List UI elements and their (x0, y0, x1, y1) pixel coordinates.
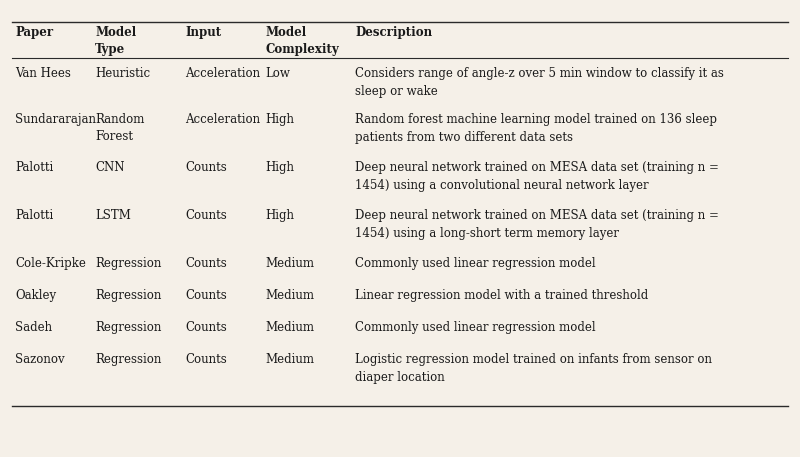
Text: Heuristic: Heuristic (95, 67, 150, 80)
Text: Commonly used linear regression model: Commonly used linear regression model (355, 321, 596, 334)
Text: Regression: Regression (95, 257, 162, 270)
Text: Counts: Counts (185, 209, 226, 222)
Text: Low: Low (265, 67, 290, 80)
Text: Van Hees: Van Hees (15, 67, 71, 80)
Text: Medium: Medium (265, 257, 314, 270)
Text: Palotti: Palotti (15, 161, 54, 174)
Text: Commonly used linear regression model: Commonly used linear regression model (355, 257, 596, 270)
Text: Counts: Counts (185, 321, 226, 334)
Text: High: High (265, 113, 294, 126)
Text: Palotti: Palotti (15, 209, 54, 222)
Text: High: High (265, 209, 294, 222)
Text: Medium: Medium (265, 289, 314, 302)
Text: Model
Complexity: Model Complexity (265, 26, 338, 55)
Text: Input: Input (185, 26, 221, 39)
Text: Random forest machine learning model trained on 136 sleep
patients from two diff: Random forest machine learning model tra… (355, 113, 717, 143)
Text: Deep neural network trained on MESA data set (training n =
1454) using a convolu: Deep neural network trained on MESA data… (355, 161, 719, 191)
Text: Cole-Kripke: Cole-Kripke (15, 257, 86, 270)
Text: CNN: CNN (95, 161, 125, 174)
Text: Regression: Regression (95, 289, 162, 302)
Text: High: High (265, 161, 294, 174)
Text: LSTM: LSTM (95, 209, 131, 222)
Text: Sundararajan: Sundararajan (15, 113, 96, 126)
Text: Model
Type: Model Type (95, 26, 136, 55)
Text: Considers range of angle-z over 5 min window to classify it as
sleep or wake: Considers range of angle-z over 5 min wi… (355, 67, 724, 97)
Text: Counts: Counts (185, 161, 226, 174)
Text: Regression: Regression (95, 321, 162, 334)
Text: Sazonov: Sazonov (15, 353, 65, 366)
Text: Counts: Counts (185, 289, 226, 302)
Text: Medium: Medium (265, 353, 314, 366)
Text: Acceleration: Acceleration (185, 113, 260, 126)
Text: Counts: Counts (185, 257, 226, 270)
Text: Deep neural network trained on MESA data set (training n =
1454) using a long-sh: Deep neural network trained on MESA data… (355, 209, 719, 239)
Text: Acceleration: Acceleration (185, 67, 260, 80)
Text: Counts: Counts (185, 353, 226, 366)
Text: Linear regression model with a trained threshold: Linear regression model with a trained t… (355, 289, 648, 302)
Text: Description: Description (355, 26, 432, 39)
Text: Sadeh: Sadeh (15, 321, 52, 334)
Text: Oakley: Oakley (15, 289, 56, 302)
Text: Regression: Regression (95, 353, 162, 366)
Text: Logistic regression model trained on infants from sensor on
diaper location: Logistic regression model trained on inf… (355, 353, 712, 383)
Text: Medium: Medium (265, 321, 314, 334)
Text: Random
Forest: Random Forest (95, 113, 144, 143)
Text: Paper: Paper (15, 26, 53, 39)
